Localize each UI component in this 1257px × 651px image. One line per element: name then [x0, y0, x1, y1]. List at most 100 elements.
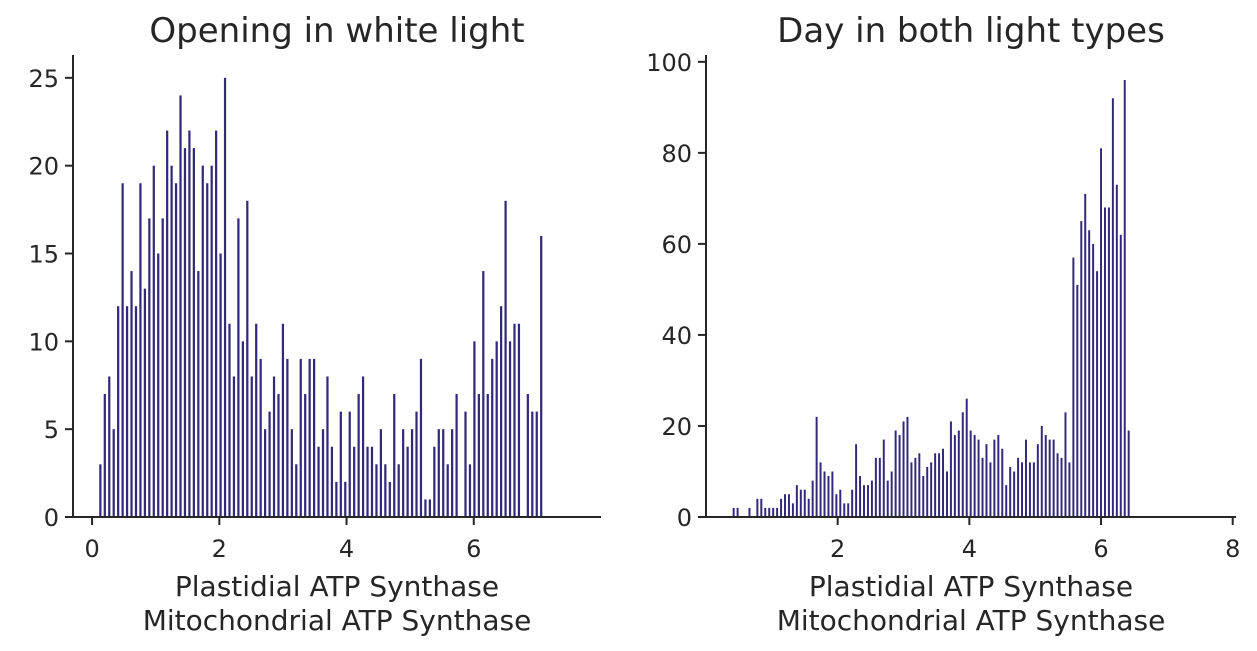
bar: [942, 448, 945, 517]
bar: [772, 507, 775, 517]
bar: [491, 358, 494, 517]
bar: [760, 498, 763, 517]
bar: [246, 200, 249, 518]
bar: [780, 498, 783, 517]
bar: [482, 271, 485, 517]
bar: [201, 165, 204, 518]
bar: [406, 446, 409, 517]
bar: [134, 306, 138, 517]
bar: [143, 288, 146, 517]
bar: [357, 394, 360, 517]
bar: [1115, 184, 1118, 517]
x-tick-label: 6: [1093, 535, 1108, 563]
bar: [1052, 439, 1055, 517]
bar: [732, 507, 735, 517]
bar: [949, 421, 952, 517]
bar: [330, 446, 334, 517]
bar: [531, 411, 534, 517]
bar: [446, 464, 449, 517]
y-tick-label: 10: [28, 328, 59, 356]
bar: [308, 358, 311, 517]
bar: [756, 498, 759, 517]
bar: [526, 394, 529, 517]
bar: [473, 341, 476, 517]
bar: [464, 411, 467, 517]
bar: [295, 464, 298, 517]
bar: [370, 446, 374, 517]
bar: [170, 165, 173, 518]
bar: [1096, 271, 1099, 517]
bar: [139, 183, 142, 518]
bar: [989, 462, 992, 517]
bar: [508, 341, 512, 517]
bar: [206, 183, 209, 518]
bar: [882, 439, 885, 517]
bar: [410, 429, 414, 517]
x-axis-label-line-2: Mitochondrial ATP Synthase: [777, 604, 1166, 637]
bar: [1072, 257, 1075, 517]
bar: [1080, 221, 1083, 517]
bar: [125, 306, 129, 517]
bar: [926, 466, 929, 517]
bar: [1021, 462, 1024, 517]
bar: [863, 485, 865, 517]
bar: [855, 444, 858, 517]
bar: [317, 446, 320, 517]
bar: [379, 429, 383, 517]
bar: [344, 481, 347, 517]
bar: [1107, 207, 1110, 518]
bar: [353, 446, 356, 517]
bar: [914, 457, 917, 517]
bar: [299, 358, 302, 517]
bar: [969, 430, 972, 517]
bar: [1068, 462, 1071, 517]
bar: [157, 253, 160, 517]
bar: [215, 130, 218, 518]
bar: [304, 394, 307, 517]
bar: [815, 416, 818, 517]
y-tick-label: 100: [646, 49, 692, 77]
bar: [375, 464, 378, 517]
bar: [938, 453, 941, 517]
bar: [321, 429, 325, 517]
bar: [188, 130, 191, 518]
bar: [807, 498, 810, 517]
x-tick-label: 2: [830, 535, 845, 563]
bar: [874, 457, 877, 517]
bar: [388, 481, 391, 517]
bar: [415, 411, 418, 517]
y-ticks: 0 5 10 15 20 25: [28, 65, 73, 532]
bar: [831, 471, 834, 517]
bar: [902, 421, 905, 517]
bar: [1103, 207, 1106, 518]
bar: [1044, 435, 1047, 517]
bar: [108, 376, 111, 517]
bar: [906, 416, 909, 517]
x-axis-label-line-1: Plastidial ATP Synthase: [809, 570, 1133, 603]
bar: [513, 323, 516, 517]
x-tick-label: 4: [962, 535, 977, 563]
bar: [237, 218, 240, 517]
bar: [192, 148, 195, 517]
bar: [495, 341, 498, 517]
bar: [197, 271, 200, 517]
bar: [517, 323, 521, 517]
x-tick-label: 8: [1225, 535, 1240, 563]
bar: [791, 503, 794, 517]
bar: [1024, 439, 1027, 517]
bar: [736, 507, 739, 517]
bar: [784, 494, 786, 517]
y-tick-label: 60: [661, 231, 692, 259]
bar: [451, 429, 454, 517]
bar: [161, 218, 164, 517]
bar: [361, 376, 365, 517]
bar: [228, 323, 231, 517]
bar: [1056, 453, 1059, 517]
bar: [953, 435, 956, 517]
bar: [223, 77, 227, 517]
y-ticks: 0 20 40 60 80 100: [646, 49, 706, 532]
bar: [799, 489, 802, 517]
bar: [835, 494, 838, 517]
x-axis-label-line-1: Plastidial ATP Synthase: [175, 570, 499, 603]
chart-title: Day in both light types: [777, 11, 1165, 51]
